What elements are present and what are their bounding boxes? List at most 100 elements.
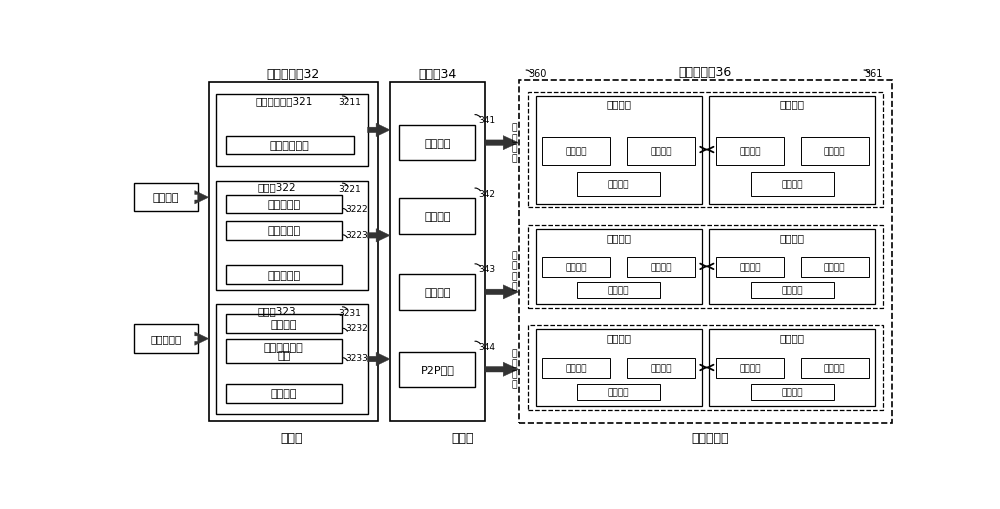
Text: 高速缓存: 高速缓存: [650, 364, 672, 373]
Bar: [801, 359, 869, 379]
Bar: [751, 282, 834, 299]
Text: 数据区块: 数据区块: [782, 180, 803, 189]
Text: 权限合约: 权限合约: [739, 147, 761, 156]
Text: 共识子网络36: 共识子网络36: [679, 66, 732, 78]
Bar: [577, 282, 660, 299]
Text: 361: 361: [865, 69, 883, 79]
Text: 3223: 3223: [345, 231, 368, 239]
Text: 高速缓存: 高速缓存: [824, 263, 845, 272]
Text: 子
区
块
链: 子 区 块 链: [511, 251, 517, 291]
Bar: [399, 199, 475, 234]
Bar: [627, 359, 695, 379]
Bar: [542, 137, 610, 165]
Text: 共识节点: 共识节点: [606, 332, 631, 343]
Text: 权限合约: 权限合约: [566, 364, 587, 373]
Text: 数据区块: 数据区块: [608, 388, 629, 397]
Text: 3231: 3231: [338, 308, 361, 318]
Text: 报税方终端: 报税方终端: [267, 270, 300, 280]
Text: 私有云323: 私有云323: [258, 306, 296, 316]
Bar: [716, 258, 784, 277]
Text: 路由服务: 路由服务: [424, 287, 451, 297]
Text: 共识节点: 共识节点: [780, 332, 805, 343]
Text: 3232: 3232: [345, 324, 368, 333]
Text: 权限合约: 权限合约: [566, 263, 587, 272]
Bar: [627, 137, 695, 165]
Polygon shape: [368, 229, 390, 243]
Text: 360: 360: [528, 69, 546, 79]
Bar: [542, 359, 610, 379]
Text: 共识节点: 共识节点: [606, 99, 631, 109]
Bar: [226, 384, 342, 403]
Text: 权限合约: 权限合约: [739, 364, 761, 373]
Text: 3211: 3211: [338, 98, 361, 107]
Text: 监管机构专网321: 监管机构专网321: [256, 96, 313, 106]
Bar: [390, 82, 485, 421]
Text: 共识节点: 共识节点: [780, 99, 805, 109]
Bar: [709, 230, 875, 304]
Text: 路由午34: 路由午34: [418, 68, 456, 80]
Text: 业务子网络32: 业务子网络32: [267, 68, 320, 80]
Text: 子
区
块
链: 子 区 块 链: [511, 123, 517, 163]
Text: 业务层: 业务层: [280, 432, 303, 444]
Bar: [528, 326, 883, 410]
Text: 核心共识层: 核心共识层: [691, 432, 729, 444]
Text: 数据区块: 数据区块: [782, 286, 803, 295]
Text: 支付终端: 支付终端: [271, 319, 297, 329]
Text: 权限合约: 权限合约: [566, 147, 587, 156]
Text: P2P服务: P2P服务: [420, 364, 454, 375]
Text: 报销方终端: 报销方终端: [267, 226, 300, 236]
Bar: [528, 225, 883, 308]
Bar: [716, 137, 784, 165]
Text: 数据区块: 数据区块: [782, 388, 803, 397]
Bar: [536, 230, 702, 304]
Bar: [134, 184, 198, 212]
Text: 3221: 3221: [339, 185, 361, 194]
Text: 高速缓存: 高速缓存: [824, 147, 845, 156]
Text: 344: 344: [478, 342, 495, 351]
Bar: [226, 266, 342, 285]
Bar: [709, 96, 875, 204]
Polygon shape: [485, 362, 519, 377]
Text: 证书缓存: 证书缓存: [424, 212, 451, 221]
Bar: [751, 173, 834, 196]
Text: 开票方终端: 开票方终端: [267, 200, 300, 210]
Bar: [627, 258, 695, 277]
Bar: [399, 126, 475, 161]
Text: 高速缓存: 高速缓存: [650, 147, 672, 156]
Bar: [577, 384, 660, 401]
Text: 路由层: 路由层: [451, 432, 473, 444]
Bar: [536, 329, 702, 406]
Text: 共识节点: 共识节点: [606, 233, 631, 242]
Text: 高速缓存: 高速缓存: [824, 364, 845, 373]
Text: 终端: 终端: [277, 350, 290, 360]
Bar: [226, 136, 354, 155]
Text: 数据区块: 数据区块: [608, 180, 629, 189]
Text: 高速缓存: 高速缓存: [650, 263, 672, 272]
Text: 341: 341: [478, 116, 496, 125]
Bar: [216, 94, 368, 167]
Polygon shape: [368, 353, 390, 366]
Text: 342: 342: [478, 189, 495, 198]
Bar: [226, 340, 342, 363]
Text: 专用终端: 专用终端: [271, 388, 297, 399]
Text: 管理机构终端: 管理机构终端: [270, 141, 310, 151]
Bar: [801, 258, 869, 277]
Text: 3222: 3222: [345, 204, 368, 213]
Polygon shape: [485, 136, 519, 151]
Text: 子
区
块
链: 子 区 块 链: [511, 349, 517, 389]
Polygon shape: [195, 332, 209, 346]
Text: 企业终端: 企业终端: [153, 193, 179, 203]
Bar: [209, 82, 378, 421]
Text: 消费者终端: 消费者终端: [150, 334, 182, 344]
Bar: [399, 352, 475, 387]
Bar: [751, 384, 834, 401]
Bar: [577, 173, 660, 196]
Bar: [226, 221, 342, 240]
Bar: [528, 93, 883, 208]
Bar: [399, 275, 475, 310]
Text: 共识节点: 共识节点: [780, 233, 805, 242]
Text: 343: 343: [478, 265, 496, 274]
Polygon shape: [368, 124, 390, 137]
Text: 3233: 3233: [345, 353, 368, 362]
Text: 数据区块: 数据区块: [608, 286, 629, 295]
